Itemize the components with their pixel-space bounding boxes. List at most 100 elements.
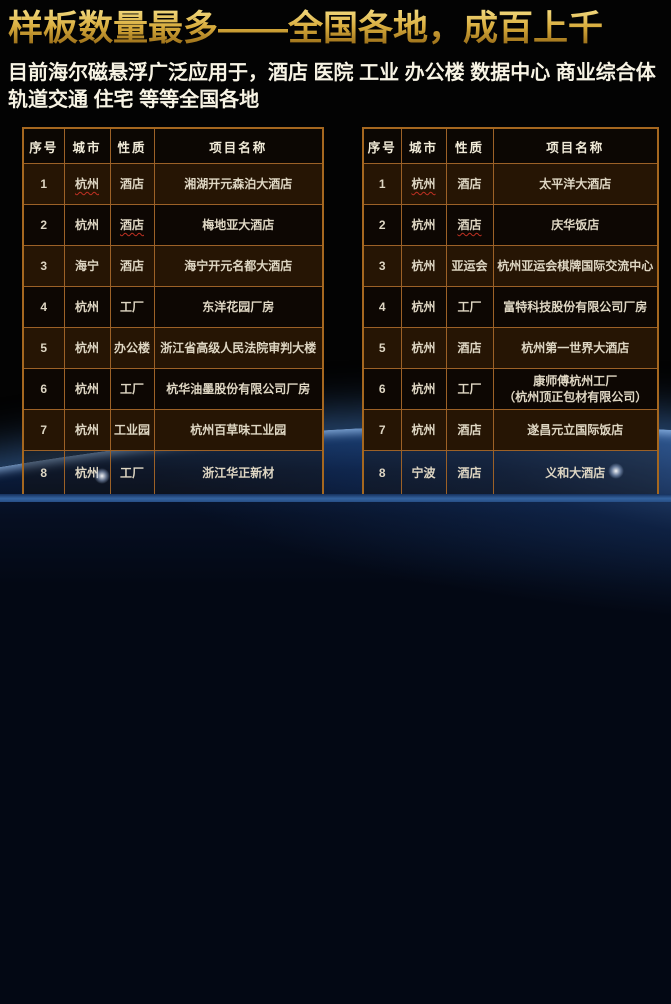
cell-city: 宁波 xyxy=(411,465,436,480)
table-cell: 浙江华正新材 xyxy=(153,450,324,497)
cell-name: 杭州百草味工业园 xyxy=(190,422,287,437)
cell-num: 3 xyxy=(378,258,386,273)
cell-city: 杭州 xyxy=(411,258,436,273)
cell-name: 东洋花园厂房 xyxy=(202,299,275,314)
table-cell: 1 xyxy=(362,163,402,205)
cell-city: 杭州 xyxy=(74,176,99,191)
table-row: 3 杭州 亚运会 杭州亚运会棋牌国际交流中心 xyxy=(362,245,659,287)
table-cell: 7 xyxy=(22,409,65,451)
cell-name: 杭州第一世界大酒店 xyxy=(521,340,630,355)
table-cell: 7 xyxy=(362,409,402,451)
cell-city: 杭州 xyxy=(74,340,99,355)
cell-type: 酒店 xyxy=(457,340,482,355)
table-cell: 工厂 xyxy=(445,368,494,410)
cell-city: 杭州 xyxy=(411,299,436,314)
cell-num: 2 xyxy=(378,217,386,232)
cell-num: 4 xyxy=(40,299,48,314)
table-cell: 杭州 xyxy=(400,409,447,451)
table-cell: 工厂 xyxy=(109,368,155,410)
table-cell: 酒店 xyxy=(445,450,494,497)
column-header: 项目名称 xyxy=(492,127,659,164)
cell-type: 酒店 xyxy=(457,176,482,191)
cell-city: 杭州 xyxy=(74,217,99,232)
column-header: 性质 xyxy=(445,127,494,164)
cell-city: 杭州 xyxy=(411,176,436,191)
table-cell: 6 xyxy=(22,368,65,410)
cell-city: 杭州 xyxy=(74,465,99,480)
cell-type: 酒店 xyxy=(457,465,482,480)
column-header: 项目名称 xyxy=(153,127,324,164)
table-cell: 办公楼 xyxy=(109,327,155,369)
table-cell: 宁波 xyxy=(400,450,447,497)
table-cell: 杭州 xyxy=(63,163,111,205)
cell-num: 8 xyxy=(40,465,48,480)
cell-num: 6 xyxy=(40,381,48,396)
horizon-bottom-bar xyxy=(0,494,671,502)
table-cell: 酒店 xyxy=(445,204,494,246)
cell-type: 办公楼 xyxy=(113,340,150,355)
cell-city: 杭州 xyxy=(74,422,99,437)
table-cell: 酒店 xyxy=(445,163,494,205)
earth-horizon-graphic xyxy=(0,425,671,1004)
cell-type: 酒店 xyxy=(119,176,144,191)
table-cell: 酒店 xyxy=(445,327,494,369)
cell-city: 海宁 xyxy=(74,258,99,273)
table-cell: 4 xyxy=(362,286,402,328)
cell-num: 1 xyxy=(40,176,48,191)
cell-name: 庆华饭店 xyxy=(551,217,600,232)
table-row: 8 杭州 工厂 浙江华正新材 xyxy=(22,450,324,497)
table-cell: 工业园 xyxy=(109,409,155,451)
table-cell: 8 xyxy=(22,450,65,497)
table-cell: 工厂 xyxy=(109,286,155,328)
cell-name: 杭州亚运会棋牌国际交流中心 xyxy=(497,258,654,273)
table-cell: 康师傅杭州工厂 （杭州顶正包材有限公司） xyxy=(492,368,659,410)
table-cell: 富特科技股份有限公司厂房 xyxy=(492,286,659,328)
projects-table-left: 序号 城市 性质 项目名称 1 杭州 酒店 湘湖开元森泊大酒店 2 杭州 酒店 梅地亚大酒店 3 海宁 酒店… xyxy=(22,127,324,497)
column-header: 序号 xyxy=(22,127,65,164)
table-cell: 海宁 xyxy=(63,245,111,287)
table-cell: 杭州 xyxy=(400,368,447,410)
cell-name: 杭华油墨股份有限公司厂房 xyxy=(166,381,311,396)
table-cell: 杭州 xyxy=(400,286,447,328)
cell-num: 4 xyxy=(378,299,386,314)
cell-name: 康师傅杭州工厂 （杭州顶正包材有限公司） xyxy=(503,373,648,404)
cell-num: 8 xyxy=(378,465,386,480)
table-cell: 义和大酒店 xyxy=(492,450,659,497)
cell-num: 1 xyxy=(378,176,386,191)
table-cell: 海宁开元名都大酒店 xyxy=(153,245,324,287)
cell-num: 2 xyxy=(40,217,48,232)
cell-name: 海宁开元名都大酒店 xyxy=(184,258,293,273)
table-row: 5 杭州 酒店 杭州第一世界大酒店 xyxy=(362,327,659,369)
slide-title: 样板数量最多——全国各地，成百上千 xyxy=(8,8,668,50)
lens-flare-dot xyxy=(608,463,624,479)
table-header-row: 序号 城市 性质 项目名称 xyxy=(22,127,324,164)
column-header: 城市 xyxy=(400,127,447,164)
table-cell: 酒店 xyxy=(445,409,494,451)
column-header: 性质 xyxy=(109,127,155,164)
table-cell: 杭华油墨股份有限公司厂房 xyxy=(153,368,324,410)
cell-type: 工业园 xyxy=(113,422,150,437)
table-row: 4 杭州 工厂 富特科技股份有限公司厂房 xyxy=(362,286,659,328)
table-cell: 亚运会 xyxy=(445,245,494,287)
table-cell: 2 xyxy=(362,204,402,246)
cell-name: 梅地亚大酒店 xyxy=(202,217,275,232)
table-cell: 湘湖开元森泊大酒店 xyxy=(153,163,324,205)
table-cell: 杭州 xyxy=(63,409,111,451)
cell-name: 太平洋大酒店 xyxy=(539,176,612,191)
table-cell: 杭州 xyxy=(63,204,111,246)
cell-name: 浙江省高级人民法院审判大楼 xyxy=(160,340,317,355)
table-row: 6 杭州 工厂 康师傅杭州工厂 （杭州顶正包材有限公司） xyxy=(362,368,659,410)
table-cell: 酒店 xyxy=(109,245,155,287)
projects-table-right: 序号 城市 性质 项目名称 1 杭州 酒店 太平洋大酒店 2 杭州 酒店 庆华饭店 3 杭州 亚运会 杭州亚运… xyxy=(362,127,659,497)
cell-num: 5 xyxy=(40,340,48,355)
table-cell: 工厂 xyxy=(445,286,494,328)
cell-type: 工厂 xyxy=(119,299,144,314)
table-cell: 浙江省高级人民法院审判大楼 xyxy=(153,327,324,369)
column-header: 序号 xyxy=(362,127,402,164)
table-cell: 8 xyxy=(362,450,402,497)
table-cell: 太平洋大酒店 xyxy=(492,163,659,205)
cell-type: 酒店 xyxy=(457,217,482,232)
column-header: 城市 xyxy=(63,127,111,164)
table-row: 5 杭州 办公楼 浙江省高级人民法院审判大楼 xyxy=(22,327,324,369)
table-cell: 杭州 xyxy=(400,327,447,369)
